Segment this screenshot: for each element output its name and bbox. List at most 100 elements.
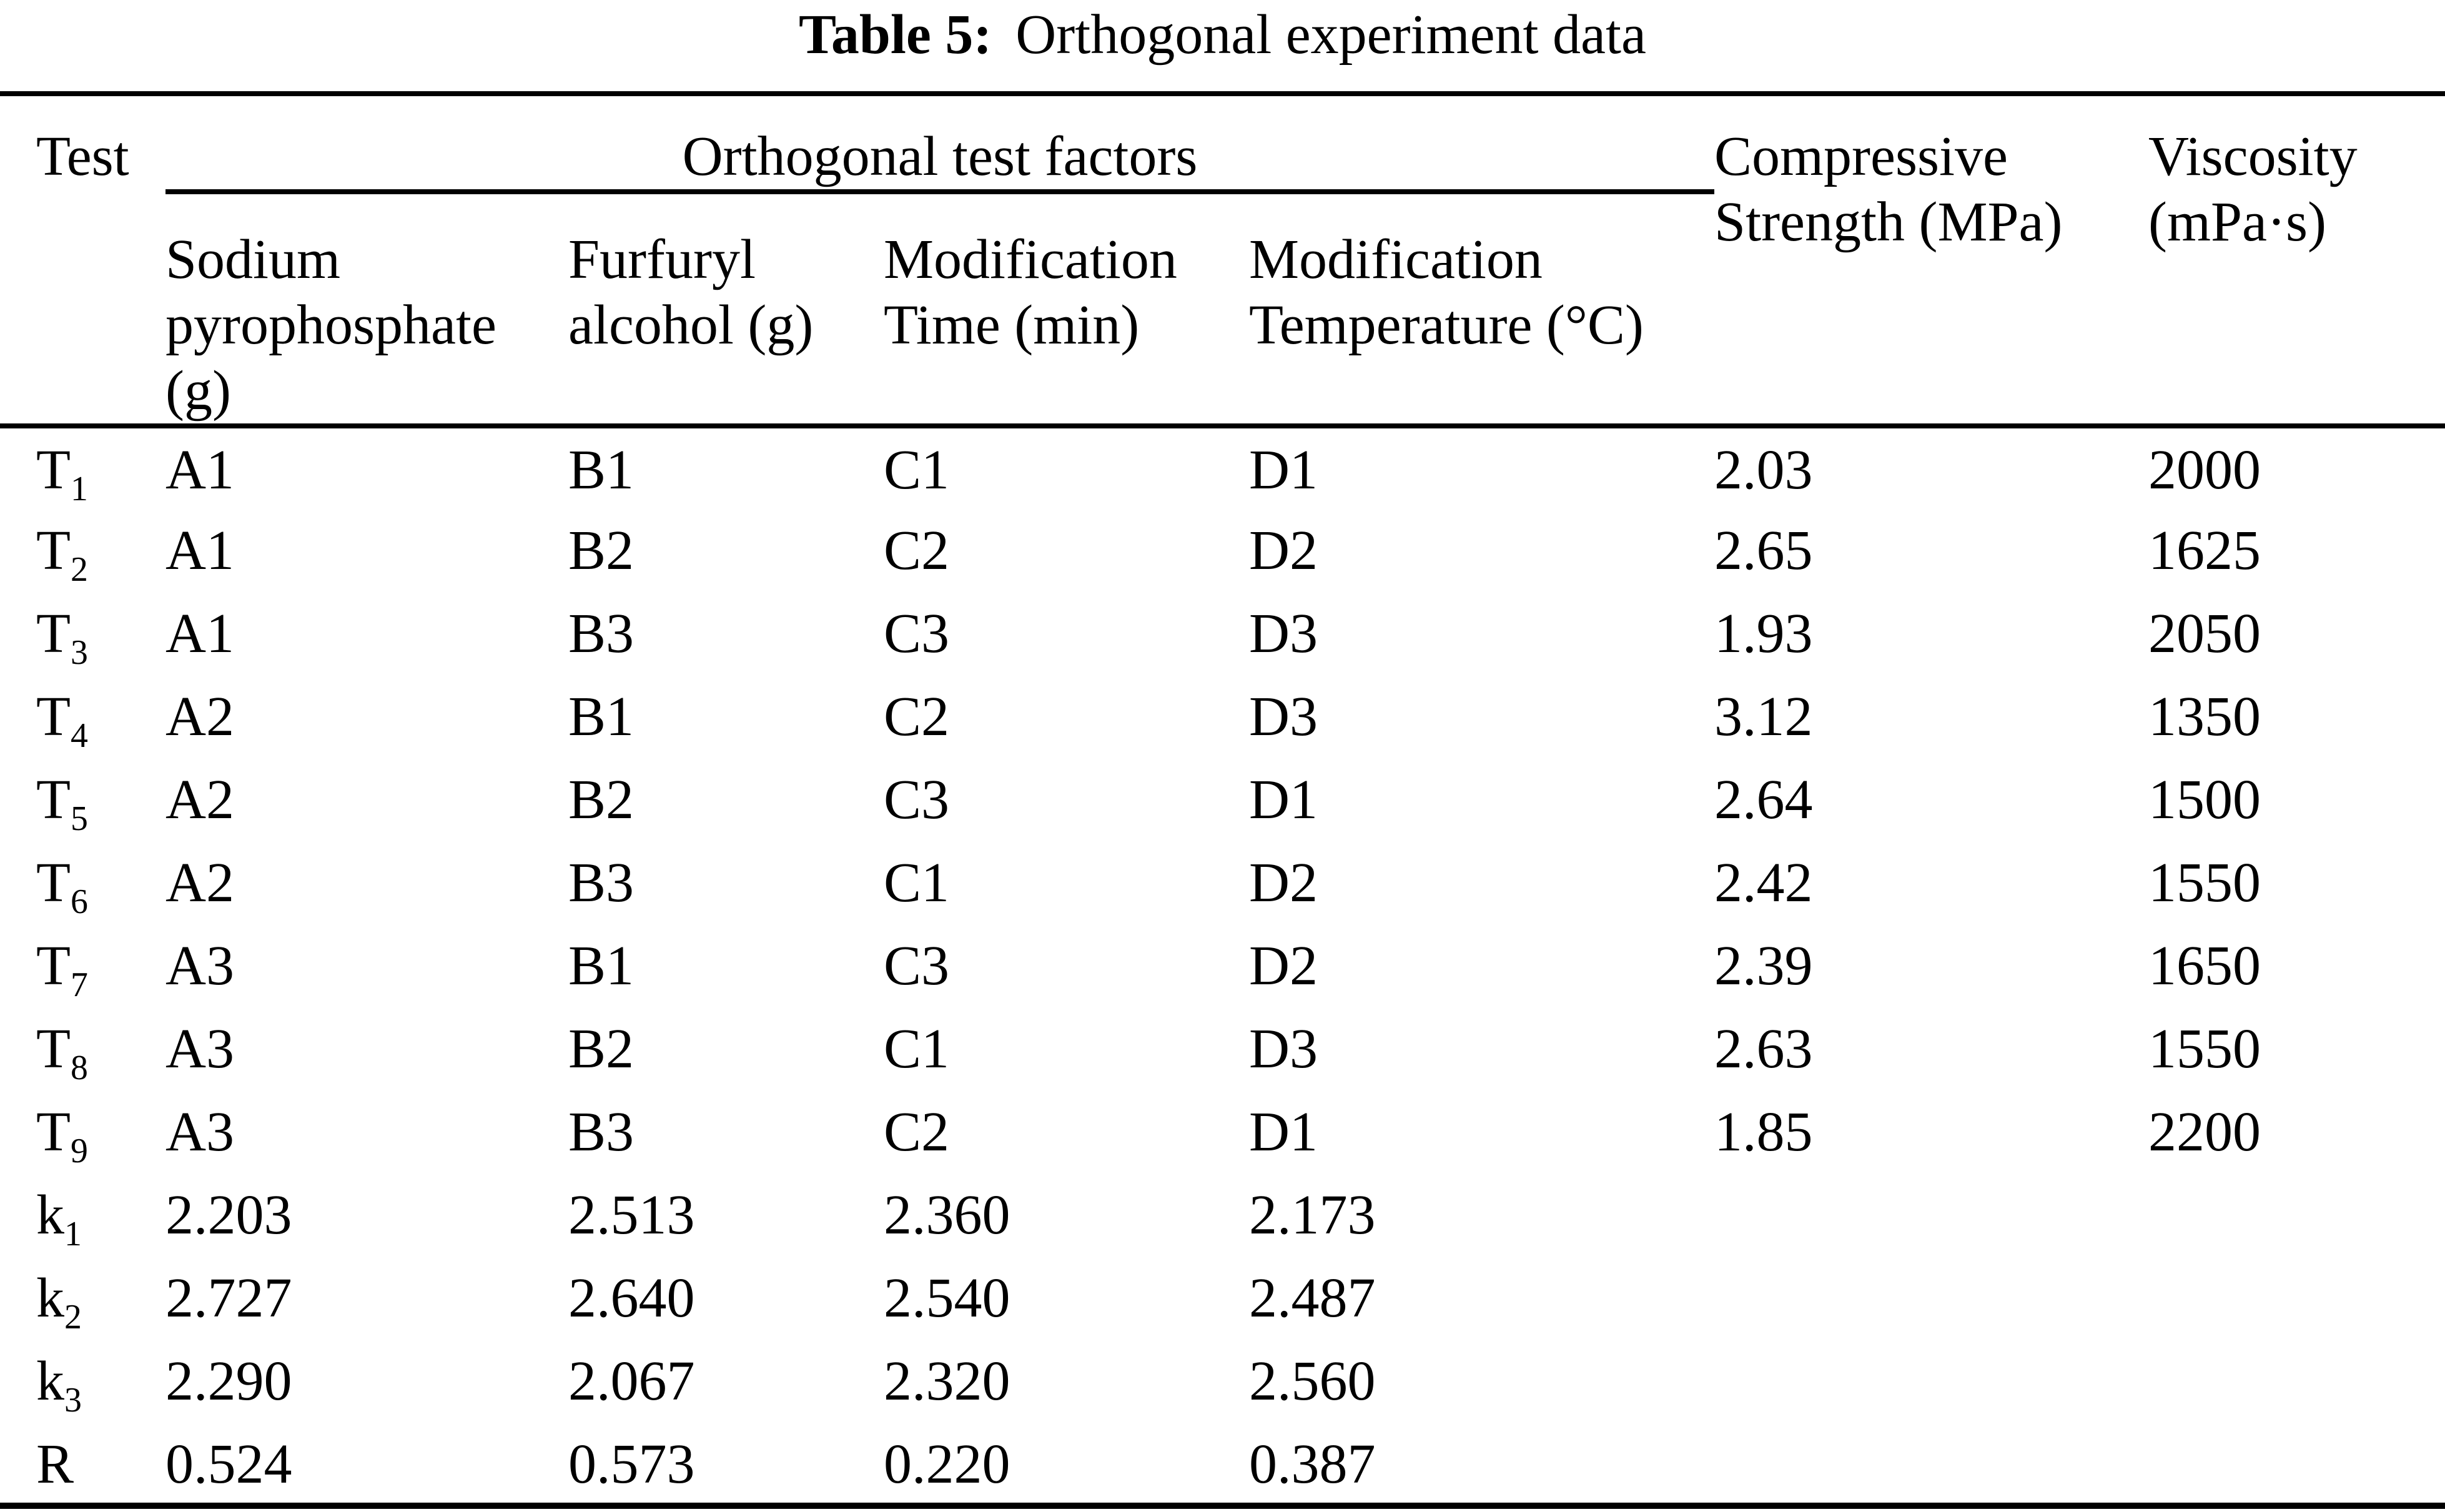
cell-compressive-strength: 2.42 <box>1714 852 1813 914</box>
cell-modification-time: C3 <box>884 935 950 997</box>
cell-viscosity <box>2148 1257 2445 1340</box>
table-row-k2: k2 2.727 2.640 2.540 2.487 <box>0 1257 2445 1340</box>
row-label: T6 <box>0 841 165 924</box>
row-label-base: R <box>36 1433 74 1495</box>
table-row-t1: T1 A1 B1 C1 D1 2.03 2000 <box>0 426 2445 509</box>
cell-modification-temperature: D1 <box>1249 1101 1318 1163</box>
cell-modification-temperature: D2 <box>1249 852 1318 914</box>
cell-furfuryl-alcohol: B2 <box>568 520 635 581</box>
row-label: T7 <box>0 924 165 1007</box>
cell-furfuryl-alcohol: B1 <box>568 439 635 501</box>
row-label-subscript: 4 <box>70 716 88 755</box>
row-label: k1 <box>0 1174 165 1257</box>
table-row-t6: T6 A2 B3 C1 D2 2.42 1550 <box>0 841 2445 924</box>
cell-furfuryl-alcohol: B2 <box>568 1018 635 1080</box>
cell-modification-temperature: D3 <box>1249 686 1318 748</box>
cell-sodium-pyrophosphate: 2.203 <box>165 1184 292 1246</box>
row-label-base: k <box>36 1184 64 1246</box>
row-label-base: T <box>36 520 71 581</box>
cell-modification-temperature: D1 <box>1249 439 1318 501</box>
row-label-base: T <box>36 686 71 748</box>
row-label-subscript: 1 <box>70 470 88 508</box>
row-label-base: k <box>36 1267 64 1329</box>
row-label-subscript: 3 <box>64 1381 82 1420</box>
cell-compressive-strength: 2.64 <box>1714 769 1813 831</box>
cell-sodium-pyrophosphate: A1 <box>165 603 234 665</box>
table-caption-number: Table 5: <box>799 4 992 66</box>
row-label-subscript: 1 <box>64 1215 82 1253</box>
cell-modification-temperature: D2 <box>1249 935 1318 997</box>
row-label: T3 <box>0 592 165 675</box>
row-label-base: T <box>36 1018 71 1080</box>
cell-furfuryl-alcohol: B3 <box>568 852 635 914</box>
cell-viscosity: 1350 <box>2148 686 2261 748</box>
cell-modification-time: C2 <box>884 686 950 748</box>
table-row-t8: T8 A3 B2 C1 D3 2.63 1550 <box>0 1007 2445 1090</box>
cell-furfuryl-alcohol: B1 <box>568 935 635 997</box>
cell-modification-time: 2.360 <box>884 1184 1010 1246</box>
cell-sodium-pyrophosphate: 2.290 <box>165 1350 292 1412</box>
cell-compressive-strength: 2.39 <box>1714 935 1813 997</box>
cell-modification-time: C1 <box>884 439 950 501</box>
cell-modification-time: 2.540 <box>884 1267 1010 1329</box>
cell-modification-time: C3 <box>884 769 950 831</box>
cell-viscosity: 1550 <box>2148 852 2261 914</box>
cell-sodium-pyrophosphate: A2 <box>165 852 234 914</box>
cell-viscosity <box>2148 1340 2445 1423</box>
header-row-factors: Sodium pyrophosphate (g) Furfuryl alcoho… <box>0 192 2445 428</box>
cell-furfuryl-alcohol: 2.513 <box>568 1184 695 1246</box>
cell-modification-temperature: 2.173 <box>1249 1184 1376 1246</box>
cell-sodium-pyrophosphate: A2 <box>165 769 234 831</box>
cell-viscosity <box>2148 1423 2445 1506</box>
row-label: T9 <box>0 1090 165 1174</box>
table-body: T1 A1 B1 C1 D1 2.03 2000 T2 A1 B2 C2 D2 … <box>0 426 2445 1506</box>
table-row-t5: T5 A2 B2 C3 D1 2.64 1500 <box>0 758 2445 841</box>
cell-compressive-strength: 2.63 <box>1714 1018 1813 1080</box>
cell-viscosity: 1550 <box>2148 1018 2261 1080</box>
cell-furfuryl-alcohol: 2.640 <box>568 1267 695 1329</box>
row-label: k2 <box>0 1257 165 1340</box>
row-label-base: T <box>36 769 71 831</box>
cell-modification-temperature: D3 <box>1249 1018 1318 1080</box>
cell-viscosity: 2200 <box>2148 1101 2261 1163</box>
table-row-k3: k3 2.290 2.067 2.320 2.560 <box>0 1340 2445 1423</box>
table-caption-text: Orthogonal experiment data <box>1015 4 1646 66</box>
table-row-t2: T2 A1 B2 C2 D2 2.65 1625 <box>0 509 2445 592</box>
col-header-sodium-pyrophosphate: Sodium pyrophosphate (g) <box>165 192 568 428</box>
row-label-subscript: 2 <box>70 550 88 589</box>
orthogonal-experiment-table: Test Orthogonal test factors Compressive… <box>0 91 2445 1509</box>
cell-modification-temperature: D1 <box>1249 769 1318 831</box>
cell-furfuryl-alcohol: B3 <box>568 603 635 665</box>
cell-furfuryl-alcohol: B1 <box>568 686 635 748</box>
cell-compressive-strength: 2.03 <box>1714 439 1813 501</box>
cell-compressive-strength: 1.93 <box>1714 603 1813 665</box>
row-label-base: k <box>36 1350 64 1412</box>
col-header-test: Test <box>0 94 165 428</box>
row-label-subscript: 8 <box>70 1049 88 1087</box>
cell-viscosity: 2000 <box>2148 439 2261 501</box>
row-label: T8 <box>0 1007 165 1090</box>
table-caption: Table 5: Orthogonal experiment data <box>0 0 2445 91</box>
col-header-modification-temperature: Modification Temperature (°C) <box>1249 192 1715 428</box>
cell-compressive-strength: 2.65 <box>1714 520 1813 581</box>
cell-sodium-pyrophosphate: 2.727 <box>165 1267 292 1329</box>
row-label: T2 <box>0 509 165 592</box>
row-label-base: T <box>36 603 71 665</box>
cell-modification-temperature: 2.487 <box>1249 1267 1376 1329</box>
cell-modification-time: C2 <box>884 1101 950 1163</box>
col-header-furfuryl-alcohol: Furfuryl alcohol (g) <box>568 192 884 428</box>
cell-viscosity: 1650 <box>2148 935 2261 997</box>
row-label: T5 <box>0 758 165 841</box>
row-label-subscript: 2 <box>64 1298 82 1337</box>
cell-modification-temperature: 2.560 <box>1249 1350 1376 1412</box>
cell-modification-time: 2.320 <box>884 1350 1010 1412</box>
cell-modification-time: C3 <box>884 603 950 665</box>
cell-sodium-pyrophosphate: 0.524 <box>165 1433 292 1495</box>
table-row-t3: T3 A1 B3 C3 D3 1.93 2050 <box>0 592 2445 675</box>
cell-compressive-strength <box>1714 1340 2148 1423</box>
cell-sodium-pyrophosphate: A3 <box>165 1018 234 1080</box>
cell-viscosity: 1625 <box>2148 520 2261 581</box>
cell-modification-time: C1 <box>884 1018 950 1080</box>
row-label-subscript: 7 <box>70 966 88 1004</box>
cell-viscosity <box>2148 1174 2445 1257</box>
